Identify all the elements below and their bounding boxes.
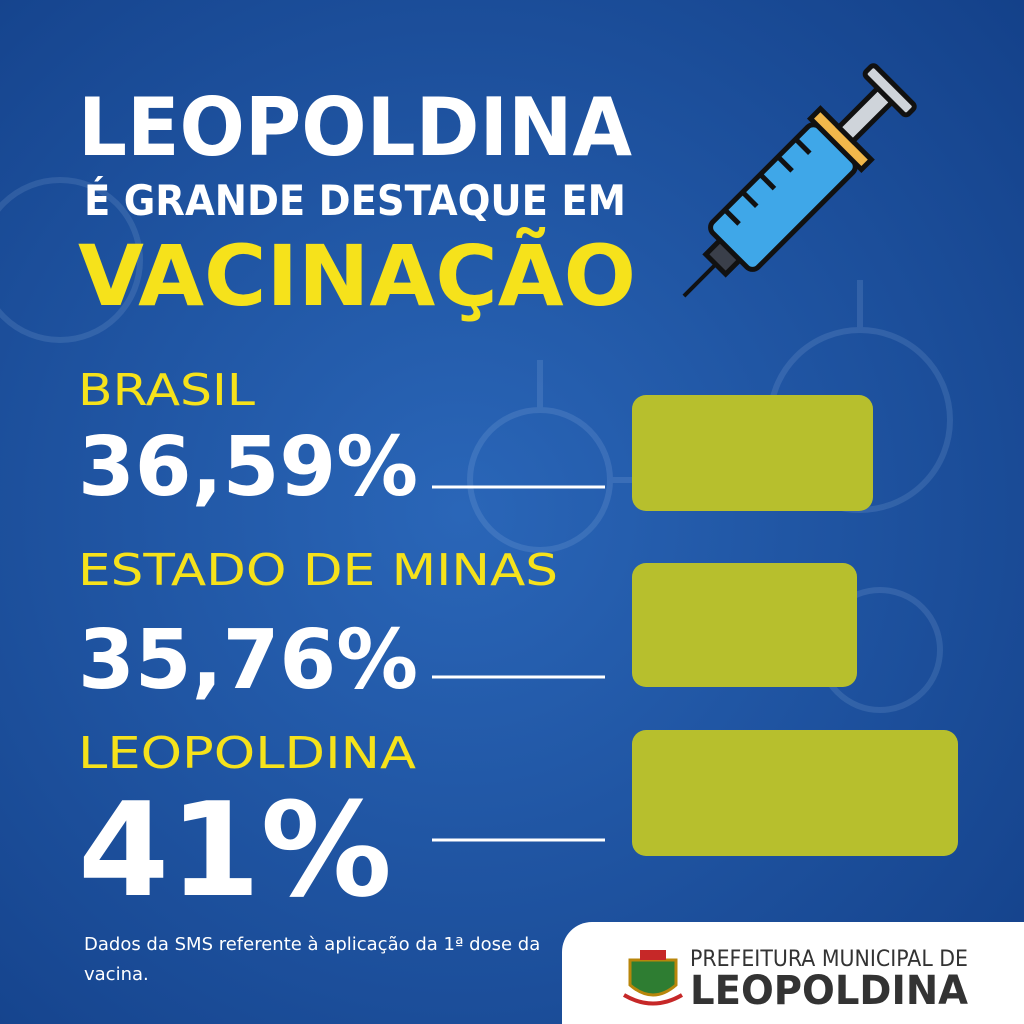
value-label: 41% xyxy=(78,774,392,926)
subtitle: É GRANDE DESTAQUE EM xyxy=(84,175,626,225)
footer-line2: LEOPOLDINA xyxy=(690,968,968,1014)
category-label: ESTADO DE MINAS xyxy=(78,545,558,596)
value-label: 36,59% xyxy=(78,420,418,515)
category-label: LEOPOLDINA xyxy=(78,728,416,779)
category-label: BRASIL xyxy=(78,365,256,416)
bar xyxy=(632,730,958,856)
value-label: 35,76% xyxy=(78,613,418,708)
syringe-icon xyxy=(682,63,917,298)
title: LEOPOLDINA xyxy=(78,81,632,174)
bar xyxy=(632,395,873,511)
footer-line1: PREFEITURA MUNICIPAL DE xyxy=(690,947,968,972)
footnote: Dados da SMS referente à aplicação da 1ª… xyxy=(84,934,541,985)
highlight: VACINAÇÃO xyxy=(78,227,636,325)
crest-icon xyxy=(622,950,684,1006)
bar xyxy=(632,563,857,687)
